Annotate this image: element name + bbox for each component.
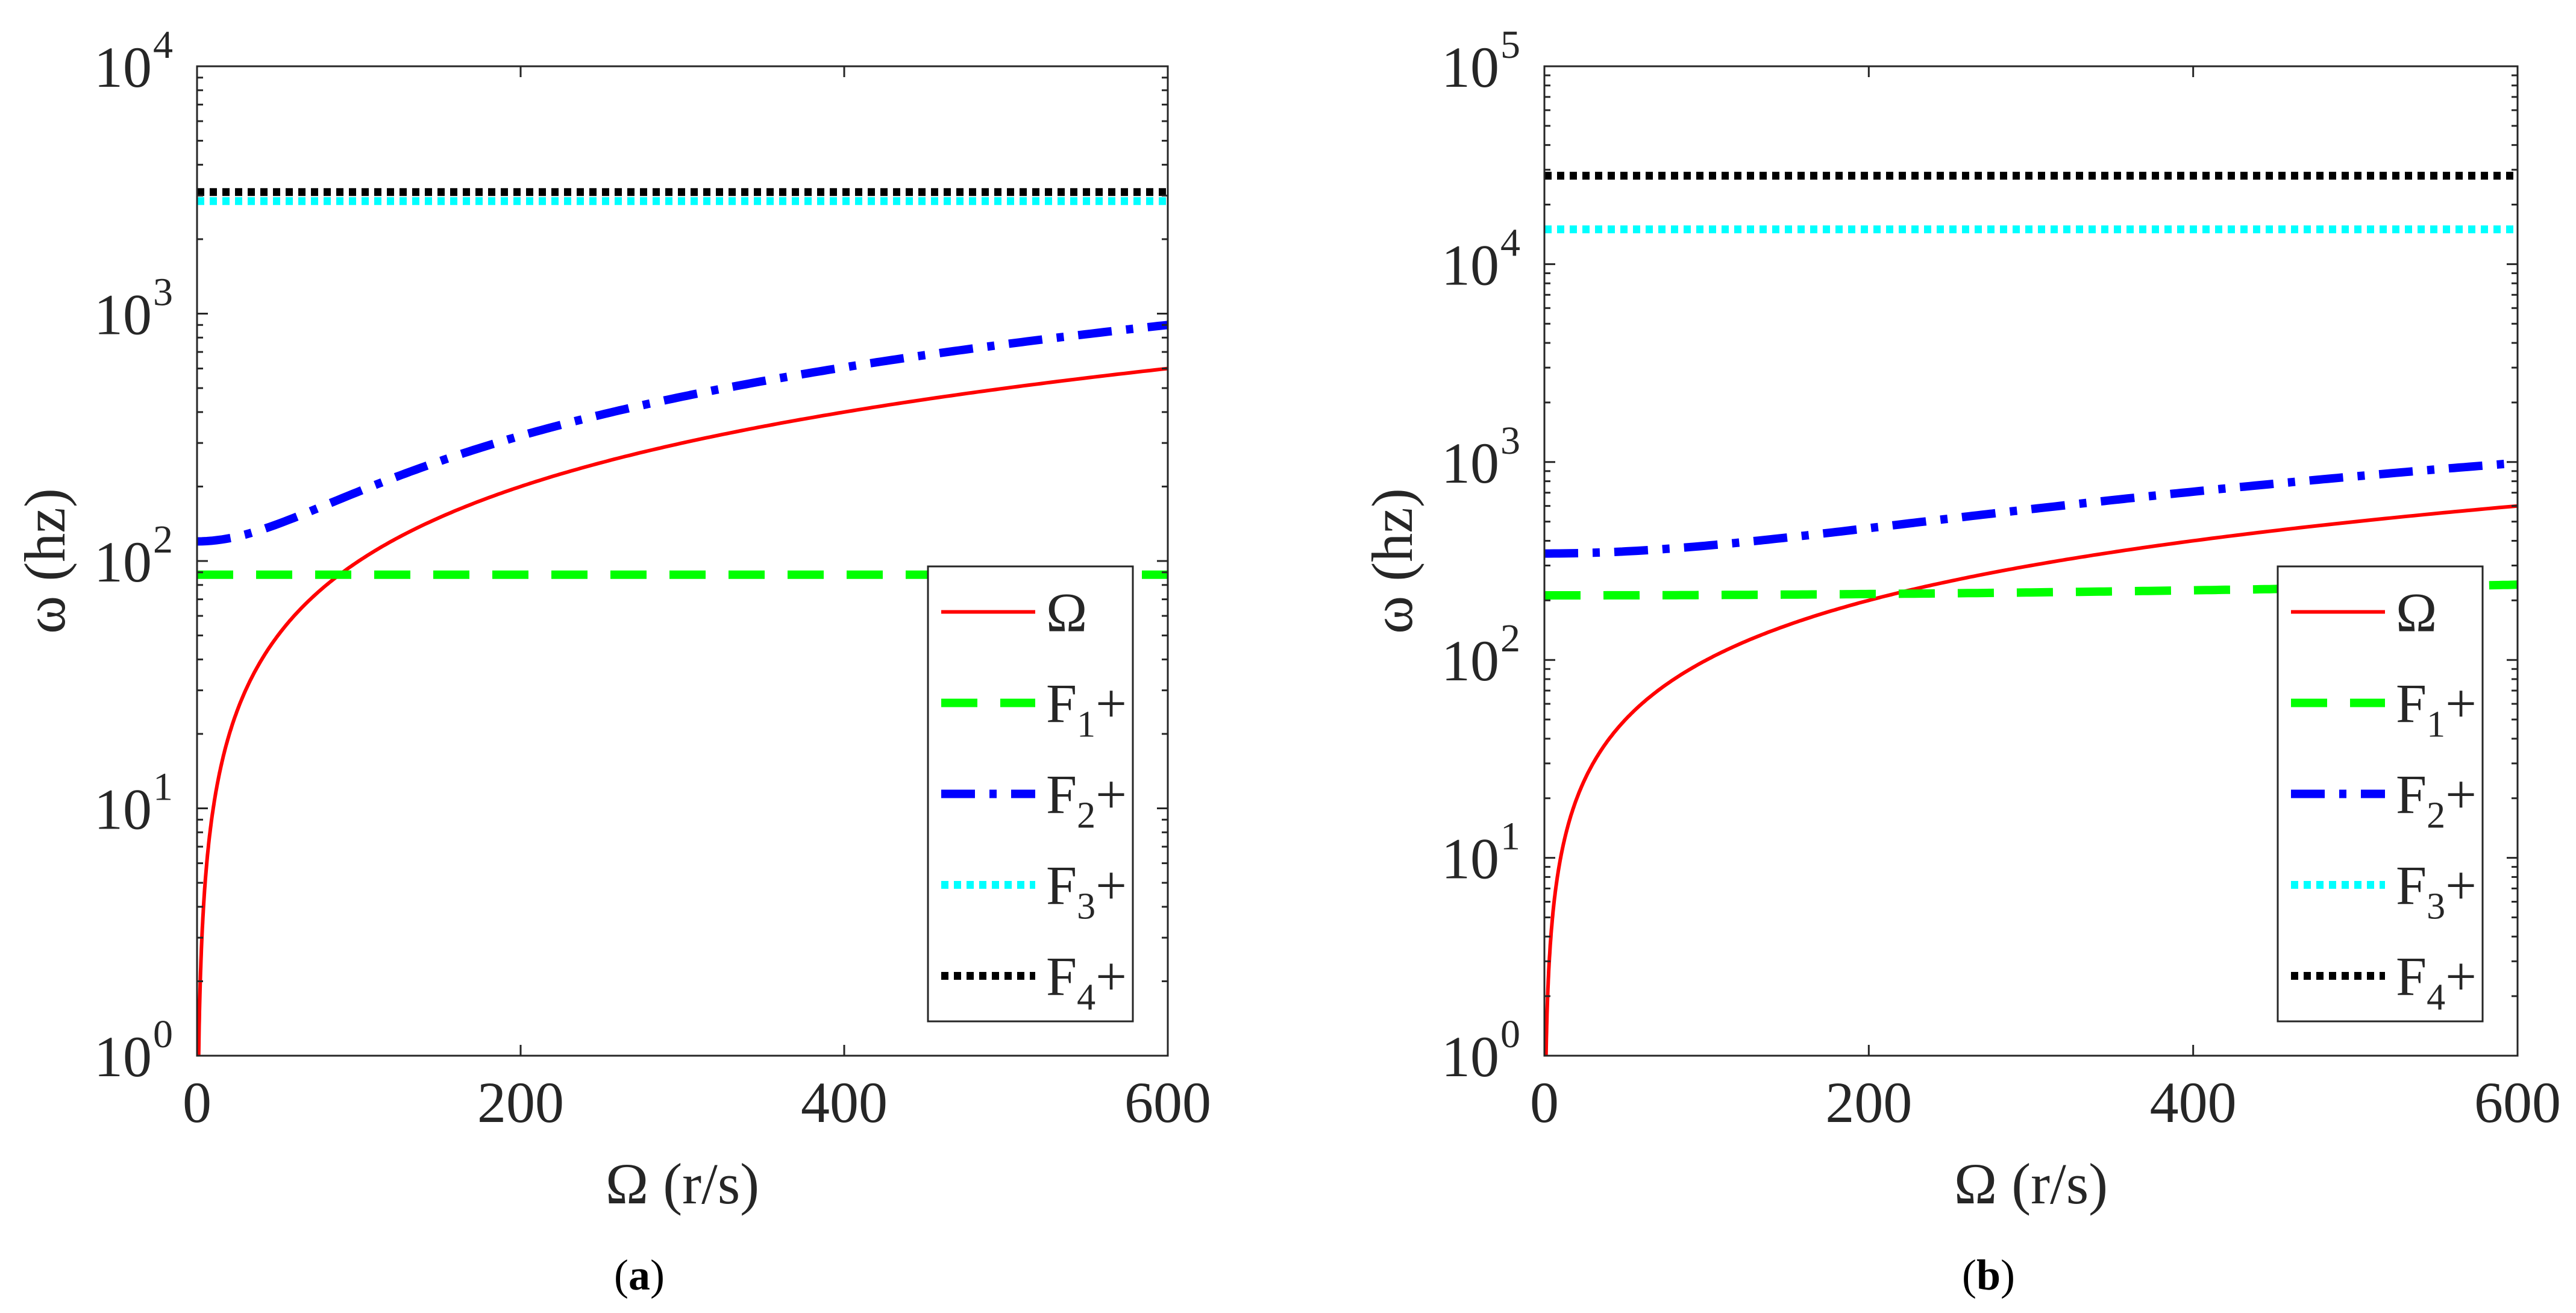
y-tick-label-2: 10 (1441, 628, 1499, 693)
legend-label-3: F2+ (1046, 764, 1127, 836)
panel-caption: (a) (614, 1251, 665, 1299)
y-tick-label-3: 10 (94, 283, 152, 347)
legend-label-5: F4+ (1046, 946, 1127, 1018)
series-line-1 (1544, 504, 2518, 1056)
x-tick-label-1: 200 (1825, 1070, 1912, 1135)
legend-label-1: Ω (2396, 582, 2437, 644)
y-tick-exponent-0: 0 (153, 1012, 173, 1056)
series-lines (197, 188, 1168, 1056)
y-tick-exponent-0: 0 (1500, 1012, 1520, 1056)
legend-label-4: F3+ (1046, 855, 1127, 927)
y-tick-exponent-2: 2 (153, 518, 173, 562)
x-axis-label: Ω (r/s) (1954, 1152, 2108, 1216)
x-tick-label-1: 200 (477, 1070, 564, 1135)
x-tick-label-3: 600 (1124, 1070, 1211, 1135)
x-axis: 0 200 400 600 (1530, 66, 2561, 1135)
series-line-3 (197, 321, 1168, 546)
y-tick-exponent-1: 1 (153, 765, 173, 809)
y-tick-label-3: 10 (1441, 431, 1499, 495)
y-tick-exponent-5: 5 (1500, 23, 1520, 67)
y-tick-exponent-3: 3 (153, 271, 173, 315)
panel-caption: (b) (1962, 1251, 2015, 1299)
x-tick-label-2: 400 (2150, 1070, 2237, 1135)
y-axis-label: ω (hz) (13, 488, 77, 634)
y-tick-exponent-3: 3 (1500, 419, 1520, 463)
y-tick-exponent-1: 1 (1500, 815, 1520, 859)
legend: Ω F1+ F2+ F3+ F4+ (2277, 565, 2484, 1023)
y-tick-label-2: 10 (94, 530, 152, 594)
y-tick-exponent-4: 4 (153, 23, 173, 67)
legend: Ω F1+ F2+ F3+ F4+ (927, 565, 1134, 1023)
y-tick-exponent-4: 4 (1500, 221, 1520, 265)
y-tick-label-1: 10 (94, 777, 152, 842)
y-tick-label-5: 10 (1441, 35, 1499, 99)
legend-label-1: Ω (1046, 582, 1087, 644)
series-line-2 (1544, 580, 2518, 600)
legend-label-2: F1+ (2396, 673, 2477, 745)
x-axis: 0 200 400 600 (183, 66, 1211, 1135)
legend-label-2: F1+ (1046, 673, 1127, 745)
y-tick-label-1: 10 (1441, 827, 1499, 891)
legend-label-5: F4+ (2396, 946, 2477, 1018)
y-tick-label-4: 10 (94, 35, 152, 99)
y-tick-label-0: 10 (94, 1024, 152, 1089)
x-tick-label-0: 0 (1530, 1070, 1559, 1135)
x-tick-label-3: 600 (2474, 1070, 2561, 1135)
legend-label-4: F3+ (2396, 855, 2477, 927)
series-lines (1544, 172, 2518, 1056)
y-tick-exponent-2: 2 (1500, 616, 1520, 660)
x-tick-label-2: 400 (801, 1070, 888, 1135)
series-line-1 (197, 366, 1168, 1056)
y-tick-label-4: 10 (1441, 233, 1499, 297)
y-axis-label: ω (hz) (1360, 488, 1424, 634)
axes-box (1543, 65, 2519, 1057)
y-tick-label-0: 10 (1441, 1024, 1499, 1089)
x-axis-label: Ω (r/s) (606, 1152, 759, 1216)
series-line-3 (1544, 459, 2518, 558)
legend-label-3: F2+ (2396, 764, 2477, 836)
x-tick-label-0: 0 (183, 1070, 212, 1135)
